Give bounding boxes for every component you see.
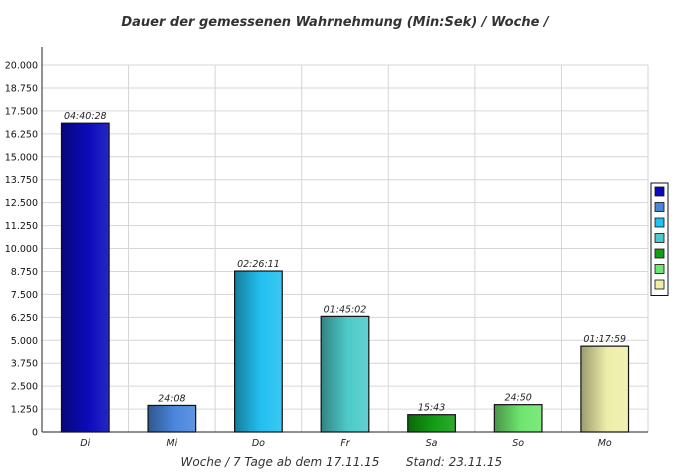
- x-tick-label: Mo: [598, 438, 612, 449]
- x-tick-label: Mi: [166, 438, 177, 449]
- chart-title: Dauer der gemessenen Wahrnehmung (Min:Se…: [121, 15, 550, 30]
- data-label: 15:43: [418, 403, 445, 414]
- legend-swatch: [654, 186, 665, 197]
- y-tick-label: 15.000: [5, 152, 38, 163]
- y-tick-label: 18.750: [5, 83, 38, 94]
- bar-so: [493, 404, 543, 433]
- x-tick-label: Fr: [340, 438, 350, 449]
- y-tick-label: 10.000: [5, 244, 38, 255]
- footer-date: Stand: 23.11.15: [406, 455, 502, 469]
- y-tick-label: 8.750: [11, 267, 38, 278]
- legend-swatch: [654, 248, 665, 259]
- legend-swatch: [654, 202, 665, 212]
- data-label: 24:50: [504, 393, 531, 404]
- data-label: 02:26:11: [237, 259, 280, 270]
- y-tick-label: 1.250: [11, 405, 38, 416]
- x-tick-label: Sa: [426, 438, 438, 449]
- data-label: 01:17:59: [583, 334, 626, 345]
- y-tick-label: 11.250: [5, 221, 38, 232]
- data-label: 01:45:02: [324, 304, 367, 315]
- x-axis-ticks: Di Mi Do Fr Sa So Mo: [80, 438, 612, 449]
- bar-mi: [147, 404, 197, 433]
- footer-period: Woche / 7 Tage ab dem 17.11.15: [181, 455, 380, 469]
- bar-sa: [407, 414, 456, 433]
- data-labels: 04:40:28 24:08 02:26:11 01:45:02 15:43 24:50 0…: [64, 111, 626, 413]
- legend-swatch: [654, 279, 665, 290]
- x-tick-label: Di: [80, 438, 90, 449]
- bar-fr: [320, 315, 370, 433]
- data-label: 24:08: [158, 393, 185, 404]
- y-tick-label: 17.500: [5, 106, 38, 117]
- y-tick-label: 6.250: [11, 313, 38, 324]
- bar-mo: [580, 345, 630, 433]
- x-tick-label: So: [512, 438, 524, 449]
- grid: [41, 47, 649, 433]
- y-tick-label: 13.750: [5, 175, 38, 186]
- legend: [650, 182, 669, 296]
- y-tick-label: 12.500: [5, 198, 38, 209]
- data-label: 04:40:28: [64, 111, 107, 122]
- bars: [60, 122, 630, 433]
- y-tick-label: 20.000: [5, 61, 38, 72]
- bar-di: [60, 122, 110, 433]
- y-tick-label: 16.250: [5, 129, 38, 140]
- y-axis-ticks: 0 1.250 2.500 3.750 5.000 6.250 7.500 8.750 10.0…: [5, 61, 38, 439]
- y-tick-label: 2.500: [11, 382, 38, 393]
- legend-swatch: [654, 264, 665, 274]
- y-tick-label: 0: [32, 428, 38, 439]
- bar-do: [234, 270, 283, 433]
- y-tick-label: 7.500: [11, 290, 38, 301]
- y-tick-label: 5.000: [11, 336, 38, 347]
- y-tick-label: 3.750: [11, 359, 38, 370]
- legend-swatch: [654, 233, 665, 243]
- x-tick-label: Do: [252, 438, 265, 449]
- legend-swatch: [654, 217, 665, 228]
